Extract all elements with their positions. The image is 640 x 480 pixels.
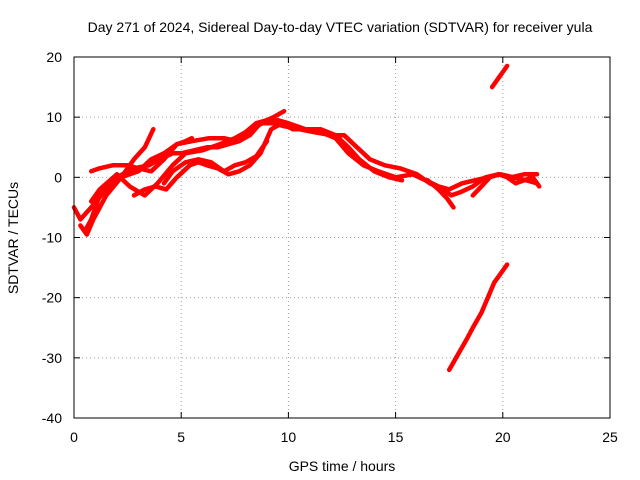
x-tick-label: 20 — [495, 429, 511, 445]
y-tick-label: -10 — [42, 230, 62, 246]
series-group — [71, 63, 542, 373]
series-track-g — [161, 138, 270, 186]
y-tick-label: 20 — [46, 49, 62, 65]
series-track-h — [425, 178, 456, 210]
y-tick-label: -30 — [42, 350, 62, 366]
x-tick-label: 15 — [388, 429, 404, 445]
y-tick-label: -40 — [42, 410, 62, 426]
y-tick-label: 10 — [46, 109, 62, 125]
y-tick-label: 0 — [54, 169, 62, 185]
chart-title: Day 271 of 2024, Sidereal Day-to-day VTE… — [88, 19, 593, 35]
y-tick-label: -20 — [42, 290, 62, 306]
grid — [74, 57, 610, 418]
x-tick-label: 25 — [602, 429, 618, 445]
x-tick-label: 0 — [70, 429, 78, 445]
series-track-j — [489, 63, 510, 90]
x-tick-label: 5 — [177, 429, 185, 445]
y-axis-label: SDTVAR / TECUs — [5, 182, 21, 294]
tick-labels: 0 5 10 15 20 25 -40 -30 -20 -10 0 10 20 — [42, 49, 618, 445]
x-tick-label: 10 — [281, 429, 297, 445]
series-track-i — [470, 172, 542, 198]
series-track-f — [131, 120, 540, 198]
x-axis-label: GPS time / hours — [289, 458, 396, 474]
series-track-k — [446, 262, 510, 373]
